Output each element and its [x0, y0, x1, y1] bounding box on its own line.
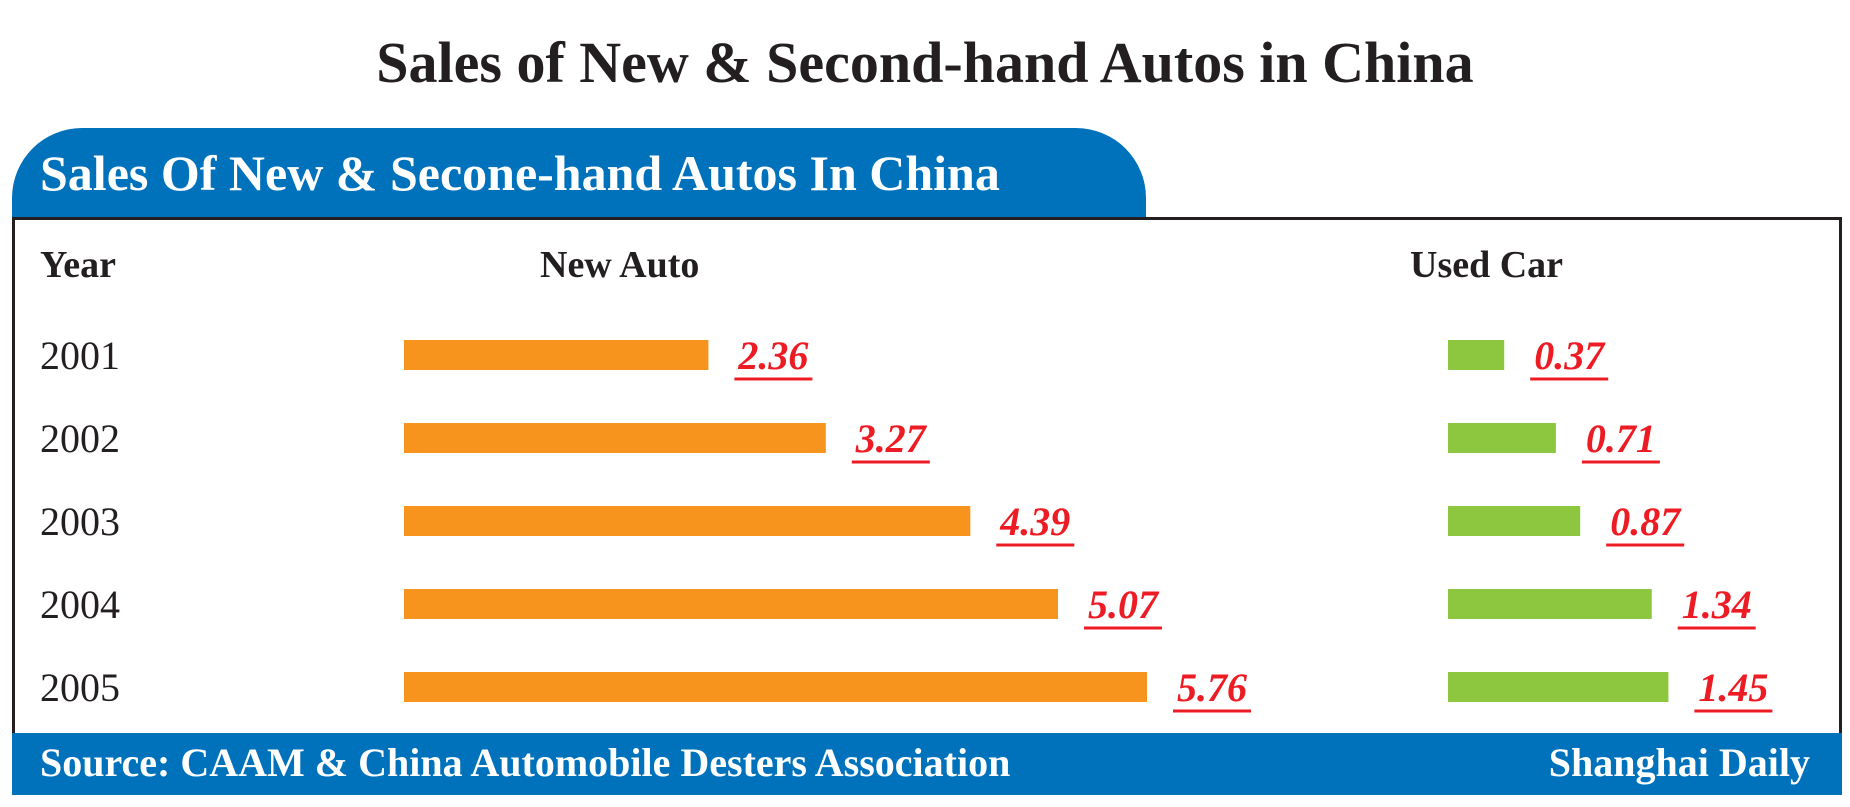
year-label-2004: 2004 [40, 582, 120, 627]
year-label-2001: 2001 [40, 333, 120, 378]
new-auto-column-header: New Auto [540, 244, 700, 286]
used-car-value-label-2005: 1.45 [1698, 665, 1768, 710]
new-auto-value-label-2005: 5.76 [1177, 665, 1247, 710]
used-car-bar-2001 [1448, 340, 1505, 370]
used-car-bar-2003 [1448, 506, 1581, 536]
banner-tab [12, 128, 1146, 220]
used-car-value-label-2001: 0.37 [1534, 333, 1606, 378]
new-auto-bar-2003 [404, 506, 971, 536]
publisher-credit: Shanghai Daily [1548, 740, 1810, 785]
used-car-value-label-2002: 0.71 [1586, 416, 1656, 461]
chart-title: Sales of New & Second-hand Autos in Chin… [376, 30, 1474, 95]
new-auto-bar-2004 [404, 589, 1058, 619]
used-car-bar-2002 [1448, 423, 1556, 453]
new-auto-value-label-2004: 5.07 [1088, 582, 1160, 627]
new-auto-value-label-2001: 2.36 [737, 333, 808, 378]
source-note: Source: CAAM & China Automobile Desters … [40, 740, 1011, 785]
banner-title: Sales Of New & Secone-hand Autos In Chin… [40, 145, 1000, 201]
new-auto-value-label-2003: 4.39 [999, 499, 1070, 544]
used-car-value-label-2003: 0.87 [1610, 499, 1682, 544]
new-auto-bar-2002 [404, 423, 826, 453]
new-auto-bar-2001 [404, 340, 709, 370]
year-label-2002: 2002 [40, 416, 120, 461]
used-car-bar-2004 [1448, 589, 1652, 619]
new-auto-bar-2005 [404, 672, 1147, 702]
new-auto-value-label-2002: 3.27 [855, 416, 928, 461]
year-label-2003: 2003 [40, 499, 120, 544]
used-car-bar-2005 [1448, 672, 1669, 702]
used-car-column-header: Used Car [1410, 244, 1564, 286]
year-column-header: Year [40, 244, 116, 286]
footer-bar [12, 733, 1842, 795]
year-label-2005: 2005 [40, 665, 120, 710]
used-car-value-label-2004: 1.34 [1682, 582, 1752, 627]
